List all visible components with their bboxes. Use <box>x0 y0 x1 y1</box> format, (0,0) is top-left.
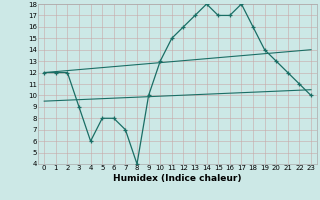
X-axis label: Humidex (Indice chaleur): Humidex (Indice chaleur) <box>113 174 242 183</box>
